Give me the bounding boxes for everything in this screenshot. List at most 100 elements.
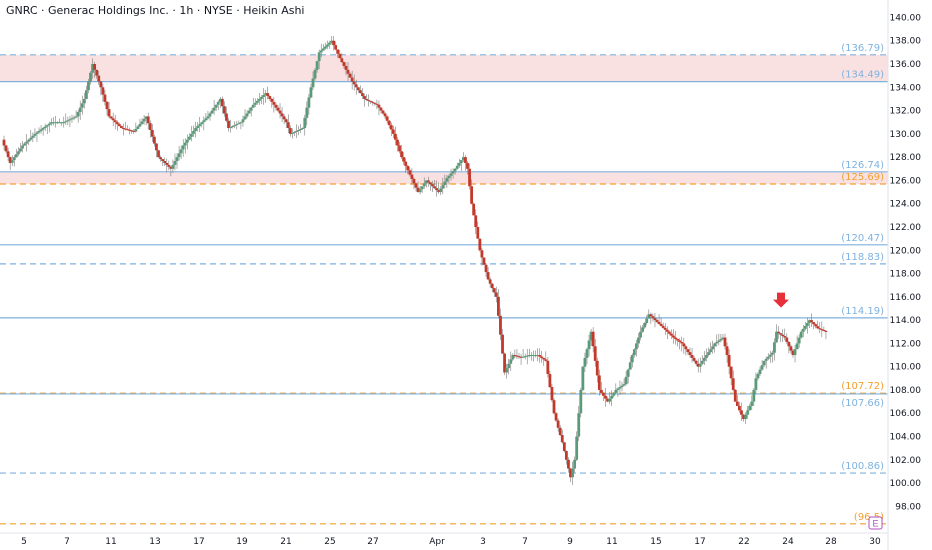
candle-body xyxy=(249,107,253,111)
candle-body xyxy=(124,128,127,130)
candle-body xyxy=(799,331,803,338)
candle-body xyxy=(235,124,239,126)
candle-body xyxy=(367,99,371,101)
candle-body xyxy=(750,401,754,406)
candle-body xyxy=(688,352,692,356)
candle-body xyxy=(130,130,134,132)
y-tick-label: 100.00 xyxy=(890,479,922,489)
candle-body xyxy=(27,139,31,142)
candle-body xyxy=(188,136,191,140)
candle-body xyxy=(727,355,731,367)
candle-body xyxy=(163,161,167,163)
candle-body xyxy=(618,387,622,389)
y-tick-label: 106.00 xyxy=(890,409,922,419)
x-tick-label: 19 xyxy=(236,537,248,547)
candle-body xyxy=(214,104,218,108)
candle-body xyxy=(795,343,799,350)
candle-body xyxy=(264,93,268,96)
candle-body xyxy=(499,315,502,335)
candle-body xyxy=(12,157,16,161)
candle-body xyxy=(777,331,780,334)
x-tick-label: 7 xyxy=(522,537,528,547)
candle-body xyxy=(342,62,346,66)
chart-title: GNRC · Generac Holdings Inc. · 1h · NYSE… xyxy=(6,4,305,17)
candle-body xyxy=(274,104,278,108)
candle-body xyxy=(319,50,323,53)
candle-body xyxy=(200,122,204,125)
candle-body xyxy=(680,341,684,344)
candle-body xyxy=(515,355,519,357)
candle-body xyxy=(276,107,280,111)
y-tick-label: 108.00 xyxy=(890,386,922,396)
candle-body xyxy=(268,96,272,99)
x-tick-label: 15 xyxy=(650,537,661,547)
candle-body xyxy=(107,109,111,117)
candle-body xyxy=(82,98,86,104)
candle-body xyxy=(762,360,766,366)
candle-body xyxy=(439,188,443,193)
candle-body xyxy=(126,129,129,131)
candle-body xyxy=(626,369,630,377)
candle-body xyxy=(544,359,548,361)
candle-body xyxy=(721,337,725,340)
candle-body xyxy=(674,337,677,340)
candle-body xyxy=(315,61,319,70)
candle-body xyxy=(608,398,612,402)
candle-body xyxy=(635,343,638,350)
y-tick-label: 112.00 xyxy=(890,339,922,349)
y-tick-label: 98.00 xyxy=(895,502,921,512)
candle-body xyxy=(373,102,377,104)
candle-body xyxy=(60,122,64,124)
candle-body xyxy=(667,331,671,334)
candle-body xyxy=(305,107,309,118)
candle-body xyxy=(653,318,657,321)
candle-body xyxy=(779,333,783,335)
candle-body xyxy=(659,323,663,326)
candle-body xyxy=(746,410,750,415)
candle-body xyxy=(134,129,138,132)
candle-body xyxy=(676,339,680,341)
candle-body xyxy=(511,355,515,360)
candle-body xyxy=(824,330,828,332)
candle-body xyxy=(204,118,208,121)
candle-body xyxy=(593,346,597,361)
candle-body xyxy=(604,395,607,399)
candle-body xyxy=(210,110,214,114)
candle-body xyxy=(297,129,300,131)
candle-body xyxy=(569,468,572,478)
y-tick-label: 118.00 xyxy=(890,270,922,280)
candle-body xyxy=(637,337,640,344)
candle-body xyxy=(122,128,125,130)
candle-body xyxy=(138,123,142,127)
candle-body xyxy=(64,121,68,123)
candle-body xyxy=(76,112,80,117)
candle-body xyxy=(482,257,486,265)
candle-body xyxy=(426,180,430,183)
candle-body xyxy=(806,323,809,326)
x-tick-label: 11 xyxy=(606,537,617,547)
x-tick-label: 17 xyxy=(193,537,204,547)
candle-body xyxy=(346,69,350,74)
candle-body xyxy=(313,69,317,79)
candle-body xyxy=(703,357,706,361)
candle-body xyxy=(398,145,401,152)
candle-body xyxy=(725,346,729,356)
candle-body xyxy=(150,129,154,137)
candle-body xyxy=(301,128,305,130)
candle-body xyxy=(128,129,132,131)
candle-body xyxy=(686,349,690,353)
candle-body xyxy=(616,388,620,390)
candle-body xyxy=(672,335,675,338)
candle-body xyxy=(468,168,471,187)
candle-body xyxy=(233,125,237,127)
candle-body xyxy=(185,139,189,143)
candle-body xyxy=(379,107,383,111)
candle-body xyxy=(505,368,509,373)
candle-body xyxy=(602,392,605,396)
candle-body xyxy=(624,376,628,385)
candle-body xyxy=(251,104,255,108)
candle-body xyxy=(735,401,739,406)
candle-body xyxy=(52,122,55,124)
candle-body xyxy=(406,165,410,171)
